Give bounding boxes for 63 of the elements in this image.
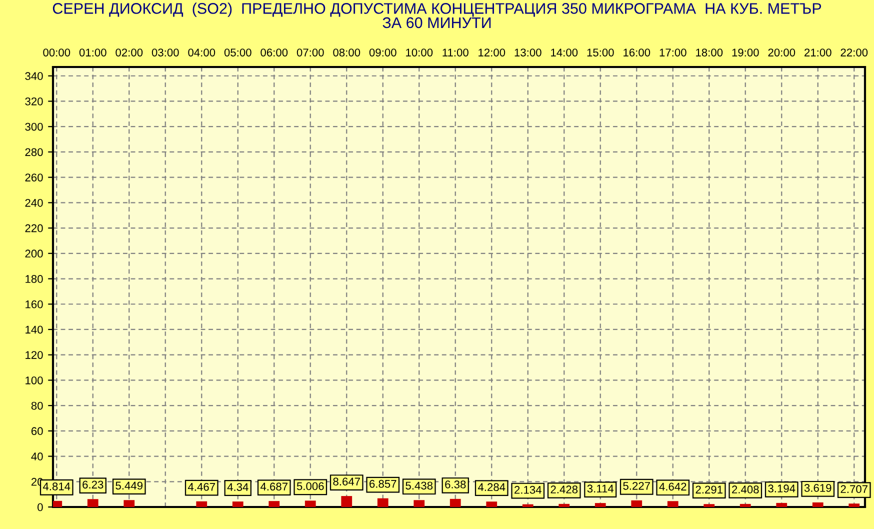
x-tick-label: 11:00 (442, 48, 468, 56)
data-label: 2.291 (696, 486, 722, 494)
chart-title: СЕРЕН ДИОКСИД (SO2) ПРЕДЕЛНО ДОПУСТИМА КОНЦЕНТРАЦИЯ 350 МИКРОГРАМА НА КУБ. МЕТЪР ЗА 60 МИНУТИ (52, 2, 822, 28)
y-tick-label: 60 (31, 427, 43, 436)
x-tick-label: 05:00 (224, 48, 252, 56)
x-tick-label: 02:00 (116, 48, 143, 56)
y-tick-label: 300 (25, 122, 43, 131)
data-label: 4.34 (227, 483, 248, 491)
x-tick-label: 07:00 (296, 48, 324, 56)
data-label: 2.408 (732, 486, 759, 494)
y-tick-label: 180 (26, 275, 43, 283)
x-tick-label: 17:00 (660, 48, 686, 56)
x-tick-label: 00:00 (43, 48, 70, 56)
y-tick-label: 260 (25, 174, 43, 182)
x-tick-label: 08:00 (333, 48, 360, 56)
x-tick-label: 13:00 (514, 48, 542, 56)
y-tick-label: 320 (25, 98, 43, 106)
x-tick-label: 20:00 (768, 48, 796, 56)
data-label: 6.857 (370, 480, 396, 488)
x-tick-label: 22:00 (840, 48, 868, 56)
y-tick-label: 140 (26, 326, 43, 334)
x-tick-label: 01:00 (79, 48, 106, 56)
y-tick-label: 280 (25, 148, 43, 156)
y-tick-label: 220 (25, 224, 43, 232)
y-tick-label: 120 (26, 351, 43, 359)
x-tick-label: 06:00 (260, 48, 288, 56)
y-tick-label: 160 (26, 300, 43, 308)
data-label: 8.647 (333, 478, 360, 486)
y-tick-label: 240 (25, 198, 43, 207)
x-tick-label: 15:00 (587, 48, 614, 56)
data-label: 4.814 (42, 482, 70, 490)
x-tick-label: 03:00 (152, 48, 179, 56)
data-label: 2.134 (514, 486, 542, 494)
data-label: 3.114 (587, 484, 614, 493)
y-tick-label: 200 (25, 250, 43, 258)
y-tick-label: 340 (25, 72, 43, 80)
data-label: 5.006 (296, 482, 324, 490)
x-tick-label: 16:00 (624, 48, 650, 56)
data-label: 5.227 (623, 482, 650, 490)
x-tick-label: 14:00 (551, 48, 578, 56)
x-tick-label: 18:00 (696, 48, 723, 56)
x-tick-label: 04:00 (188, 48, 216, 56)
data-label: 2.707 (840, 485, 868, 494)
data-label: 4.642 (659, 482, 686, 491)
data-label: 6.23 (82, 480, 104, 489)
y-tick-label: 100 (26, 376, 43, 384)
data-label: 4.467 (188, 482, 215, 491)
x-tick-label: 09:00 (369, 48, 396, 56)
data-label: 3.194 (768, 484, 796, 492)
y-tick-label: 40 (31, 452, 43, 460)
data-label: 2.428 (550, 486, 578, 494)
x-tick-label: 10:00 (406, 48, 433, 56)
data-label: 4.687 (260, 482, 288, 491)
data-label: 3.619 (804, 484, 832, 492)
y-tick-label: 80 (31, 402, 43, 410)
data-label: 5.449 (116, 482, 142, 490)
data-label: 5.438 (406, 482, 433, 490)
data-label: 4.284 (478, 483, 506, 492)
data-label: 6.38 (445, 480, 466, 488)
x-tick-label: 12:00 (478, 48, 506, 56)
x-tick-label: 21:00 (804, 48, 832, 56)
y-tick-label: 0 (38, 503, 43, 512)
x-tick-label: 19:00 (732, 48, 759, 56)
